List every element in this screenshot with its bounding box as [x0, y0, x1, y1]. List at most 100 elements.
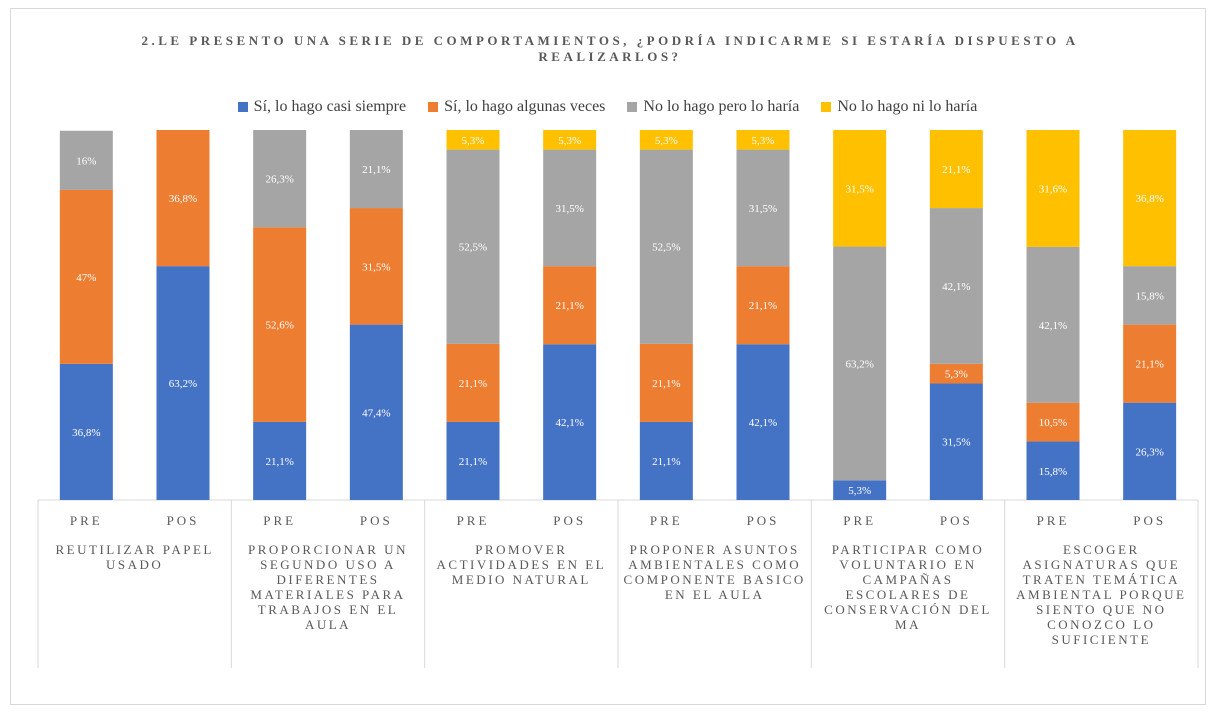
data-label: 5,3%: [655, 135, 678, 147]
data-label: 52,6%: [265, 320, 293, 332]
bar-segment: [543, 130, 597, 150]
bar-segment: [1123, 324, 1177, 403]
group-category-label: PARTICIPAR COMO VOLUNTARIO EN CAMPAÑAS E…: [824, 542, 992, 632]
data-label: 63,2%: [845, 358, 873, 370]
x-tick-label: POS: [940, 513, 973, 528]
data-label: 5,3%: [558, 135, 581, 147]
bar-segment: [349, 208, 403, 325]
bar-segment: [1123, 266, 1177, 325]
data-label: 31,5%: [845, 183, 873, 195]
data-label: 5,3%: [752, 135, 775, 147]
chart-legend: Sí, lo hago casi siempre Sí, lo hago alg…: [0, 98, 1215, 116]
chart-frame: [10, 8, 1206, 705]
x-tick-label: POS: [167, 513, 200, 528]
legend-swatch: [821, 102, 832, 112]
data-label: 31,5%: [555, 203, 583, 215]
group-category-label: PROPORCIONAR UN SEGUNDO USO A DIFERENTES…: [248, 542, 408, 632]
data-label: 21,1%: [749, 300, 777, 312]
data-label: 16%: [76, 155, 96, 167]
bar-segment: [543, 266, 597, 345]
data-label: 42,1%: [942, 281, 970, 293]
data-label: 31,5%: [749, 203, 777, 215]
bar-segment: [59, 130, 113, 190]
bar-segment: [253, 227, 307, 422]
legend-label: Sí, lo hago casi siempre: [253, 98, 407, 115]
data-label: 5,3%: [945, 369, 968, 381]
legend-item-algunas-veces: Sí, lo hago algunas veces: [428, 98, 605, 116]
bar-segment: [639, 343, 693, 422]
data-label: 21,1%: [265, 456, 293, 468]
data-label: 63,2%: [169, 378, 197, 390]
bar-segment: [833, 130, 887, 247]
group-category-label: REUTILIZAR PAPEL USADO: [55, 542, 214, 572]
legend-label: No lo hago ni lo haría: [837, 98, 978, 115]
bar-segment: [1026, 130, 1080, 247]
data-label: 42,1%: [555, 417, 583, 429]
data-label: 36,8%: [1135, 193, 1163, 205]
bar-segment: [543, 149, 597, 267]
bar-segment: [639, 421, 693, 500]
group-category-label: ESCOGER ASIGNATURAS QUE TRATEN TEMÁTICA …: [1016, 542, 1187, 647]
legend-item-ni-lo-haria: No lo hago ni lo haría: [821, 98, 977, 116]
data-label: 31,5%: [942, 437, 970, 449]
x-tick-label: PRE: [650, 513, 683, 528]
data-label: 5,3%: [848, 485, 871, 497]
bar-segment: [929, 383, 983, 500]
bar-segment: [156, 130, 210, 267]
bar-segment: [543, 344, 597, 500]
data-label: 21,1%: [1135, 359, 1163, 371]
data-label: 21,1%: [652, 378, 680, 390]
x-tick-label: POS: [553, 513, 586, 528]
x-tick-label: PRE: [843, 513, 876, 528]
data-label: 36,8%: [169, 193, 197, 205]
x-tick-label: PRE: [263, 513, 296, 528]
legend-item-pero-lo-haria: No lo hago pero lo haría: [627, 98, 799, 116]
bar-segment: [446, 421, 500, 500]
data-label: 47%: [76, 272, 96, 284]
data-label: 21,1%: [362, 164, 390, 176]
x-tick-label: POS: [747, 513, 780, 528]
bar-segment: [833, 246, 887, 481]
bar-segment: [253, 130, 307, 228]
bar-segment: [736, 344, 790, 500]
x-tick-label: PRE: [457, 513, 490, 528]
data-label: 21,1%: [459, 456, 487, 468]
data-label: 26,3%: [1135, 446, 1163, 458]
data-label: 21,1%: [459, 378, 487, 390]
data-label: 21,1%: [942, 164, 970, 176]
data-label: 42,1%: [1039, 320, 1067, 332]
data-label: 10,5%: [1039, 417, 1067, 429]
data-label: 52,5%: [459, 242, 487, 254]
bar-segment: [349, 324, 403, 500]
bar-segment: [59, 189, 113, 364]
bar-segment: [446, 343, 500, 422]
x-tick-label: POS: [1133, 513, 1166, 528]
chart-title: 2.LE PRESENTO UNA SERIE DE COMPORTAMIENT…: [141, 33, 1079, 64]
bar-segment: [929, 130, 983, 209]
data-label: 21,1%: [555, 300, 583, 312]
bar-segment: [1026, 246, 1080, 403]
x-tick-label: PRE: [1037, 513, 1070, 528]
bar-segment: [253, 421, 307, 500]
bar-segment: [736, 130, 790, 150]
bar-segment: [736, 149, 790, 267]
data-label: 26,3%: [265, 174, 293, 186]
bar-segment: [929, 363, 983, 384]
bar-segment: [1026, 402, 1080, 442]
bar-segment: [736, 266, 790, 345]
bar-segment: [833, 480, 887, 500]
bar-segment: [59, 363, 113, 500]
group-category-label: PROPONER ASUNTOS AMBIENTALES COMO COMPON…: [623, 542, 806, 602]
bar-segment: [929, 208, 983, 364]
x-tick-label: PRE: [70, 513, 103, 528]
bar-segment: [639, 149, 693, 344]
bar-segment: [1026, 441, 1080, 500]
bar-segment: [639, 130, 693, 150]
data-label: 15,8%: [1039, 466, 1067, 478]
legend-label: No lo hago pero lo haría: [643, 98, 800, 115]
legend-swatch: [428, 102, 439, 112]
x-tick-label: POS: [360, 513, 393, 528]
bar-segment: [446, 130, 500, 150]
legend-swatch: [627, 102, 638, 112]
